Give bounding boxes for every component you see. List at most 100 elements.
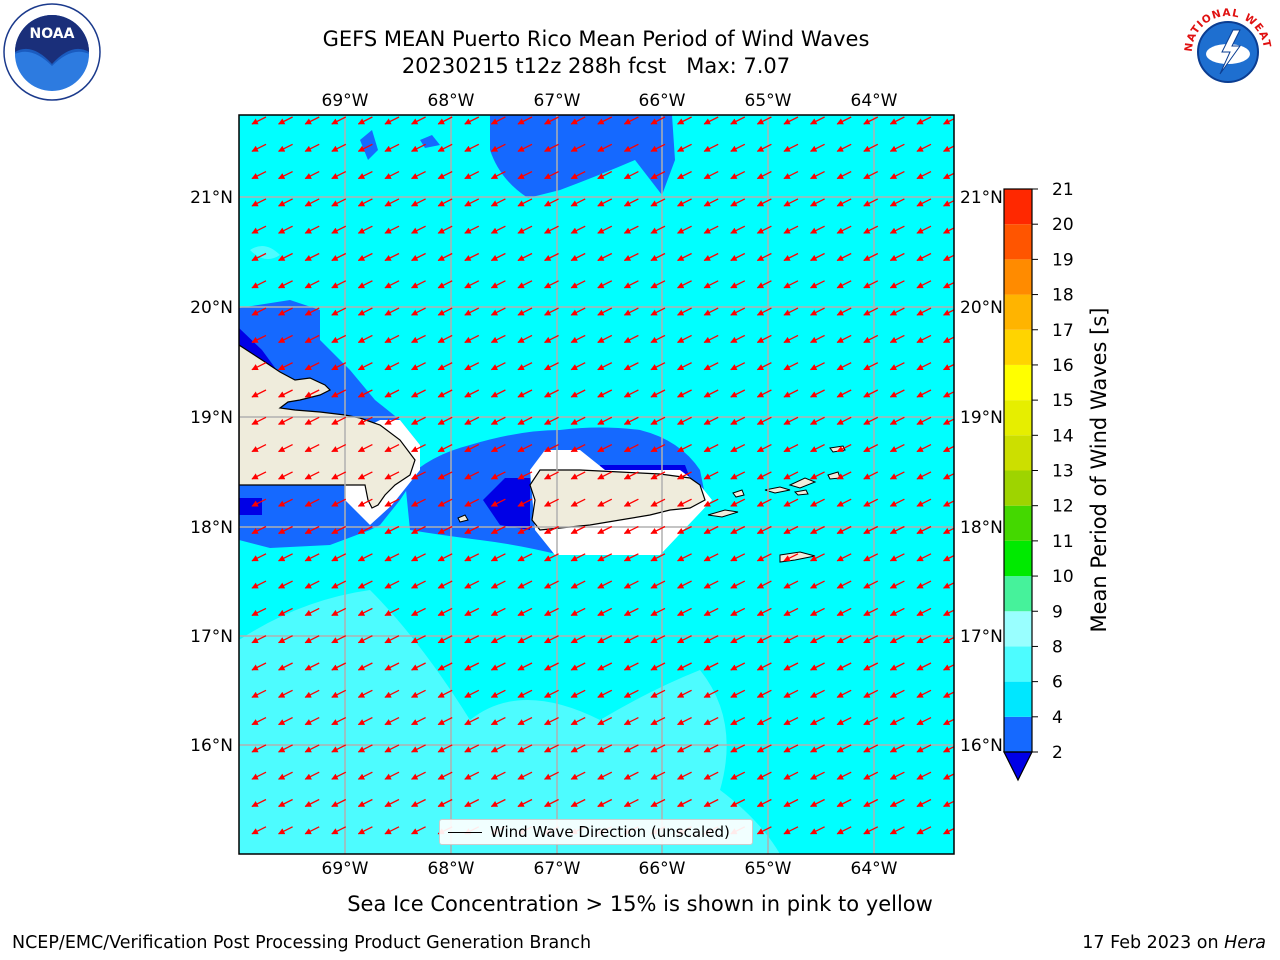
wind-arrow: [570, 580, 586, 589]
wind-arrow: [437, 389, 453, 398]
wind-arrow: [677, 689, 692, 698]
wind-arrow: [357, 389, 373, 398]
wind-arrow: [756, 553, 772, 562]
wind-arrow: [810, 171, 825, 180]
wind-arrow: [464, 662, 480, 671]
wind-arrow: [650, 225, 666, 234]
wind-arrow: [623, 280, 639, 289]
wind-arrow: [251, 198, 267, 207]
wind-arrow: [863, 471, 879, 480]
chart-subtitle: 20230215 t12z 288h fcst Max: 7.07: [401, 54, 791, 78]
wind-arrow: [810, 798, 825, 808]
wind-arrow: [650, 471, 666, 480]
wind-arrow: [916, 444, 932, 453]
wind-arrow: [544, 225, 559, 234]
wind-arrow: [783, 280, 799, 289]
wind-arrow: [384, 143, 400, 152]
wind-arrow: [331, 307, 347, 316]
wind-arrow: [677, 744, 692, 753]
wind-arrow: [677, 116, 692, 125]
wind-arrow: [304, 553, 320, 562]
wind-arrow: [677, 498, 692, 507]
wind-arrow: [943, 227, 954, 234]
wind-arrow: [304, 689, 320, 698]
wind-arrow: [570, 553, 586, 562]
wind-arrow: [437, 334, 453, 343]
wind-arrow: [411, 717, 426, 726]
wind-arrow: [490, 252, 506, 262]
wind-arrow: [650, 525, 666, 535]
wind-arrow: [863, 662, 879, 671]
wind-arrow: [384, 416, 400, 425]
wind-arrow: [411, 389, 426, 398]
wind-arrow: [863, 362, 879, 371]
wind-arrow: [437, 143, 453, 152]
wind-arrow: [783, 498, 799, 507]
colorbar-bin: [1004, 505, 1032, 541]
wind-arrow: [464, 607, 480, 616]
wind-arrow: [331, 798, 347, 808]
wind-arrow: [544, 662, 559, 671]
wind-arrow: [357, 553, 373, 562]
lat-label-right: 21°N: [960, 188, 1003, 208]
colorbar-tick-label: 21: [1052, 180, 1074, 200]
wind-arrow: [544, 798, 559, 808]
wind-arrow: [357, 198, 373, 207]
wind-arrow: [251, 307, 267, 316]
wind-arrow: [730, 198, 746, 207]
wind-arrow: [650, 416, 666, 425]
wind-arrow: [437, 198, 453, 207]
wind-arrow: [889, 525, 905, 535]
wind-arrow: [517, 471, 533, 480]
wind-arrow: [783, 744, 799, 753]
wind-arrow: [756, 334, 772, 343]
footer-date: 17 Feb 2023 on Hera: [1082, 932, 1266, 954]
wind-arrow: [756, 744, 772, 753]
wind-arrow: [517, 307, 533, 316]
wind-arrow: [730, 607, 746, 616]
wind-arrow: [730, 307, 746, 316]
wind-arrow: [490, 471, 506, 480]
wind-arrow: [251, 252, 267, 262]
wind-arrow: [730, 171, 746, 180]
wind-arrow: [677, 280, 692, 289]
wind-arrow: [597, 525, 613, 535]
wind-arrow: [783, 580, 799, 589]
wind-arrow: [623, 307, 639, 316]
wind-arrow: [889, 444, 905, 453]
wind-arrow: [278, 771, 293, 780]
wind-arrow: [437, 280, 453, 289]
wind-arrow: [278, 826, 293, 835]
lon-label-bottom: 69°W: [322, 859, 369, 879]
wind-arrow: [677, 717, 692, 726]
wind-arrow: [544, 580, 559, 589]
wind-arrow: [677, 307, 692, 316]
wind-arrow: [810, 444, 825, 453]
wind-arrow: [517, 525, 533, 535]
wind-arrow: [411, 171, 426, 180]
wind-arrow: [703, 553, 719, 562]
wind-arrow: [490, 553, 506, 562]
wind-arrow: [703, 334, 719, 343]
wind-arrow: [703, 471, 719, 480]
wind-arrow: [331, 471, 347, 480]
wind-arrow: [251, 798, 267, 808]
wind-arrow: [943, 336, 954, 343]
wind-arrow: [570, 498, 586, 507]
wind-arrow: [251, 471, 267, 480]
wind-arrow: [304, 717, 320, 726]
wind-arrow: [384, 225, 400, 234]
wind-arrow: [357, 252, 373, 262]
wind-arrow: [623, 771, 639, 780]
wind-arrow: [251, 116, 267, 125]
wind-arrow: [597, 771, 613, 780]
wind-arrow: [384, 607, 400, 616]
wind-arrow: [650, 280, 666, 289]
wind-arrow: [278, 717, 293, 726]
wind-arrow: [304, 334, 320, 343]
noaa-logo: NOAA: [3, 3, 101, 101]
wind-arrow: [331, 225, 347, 234]
wind-arrow: [943, 827, 954, 835]
wind-arrow: [384, 198, 400, 207]
wind-arrow: [490, 798, 506, 808]
